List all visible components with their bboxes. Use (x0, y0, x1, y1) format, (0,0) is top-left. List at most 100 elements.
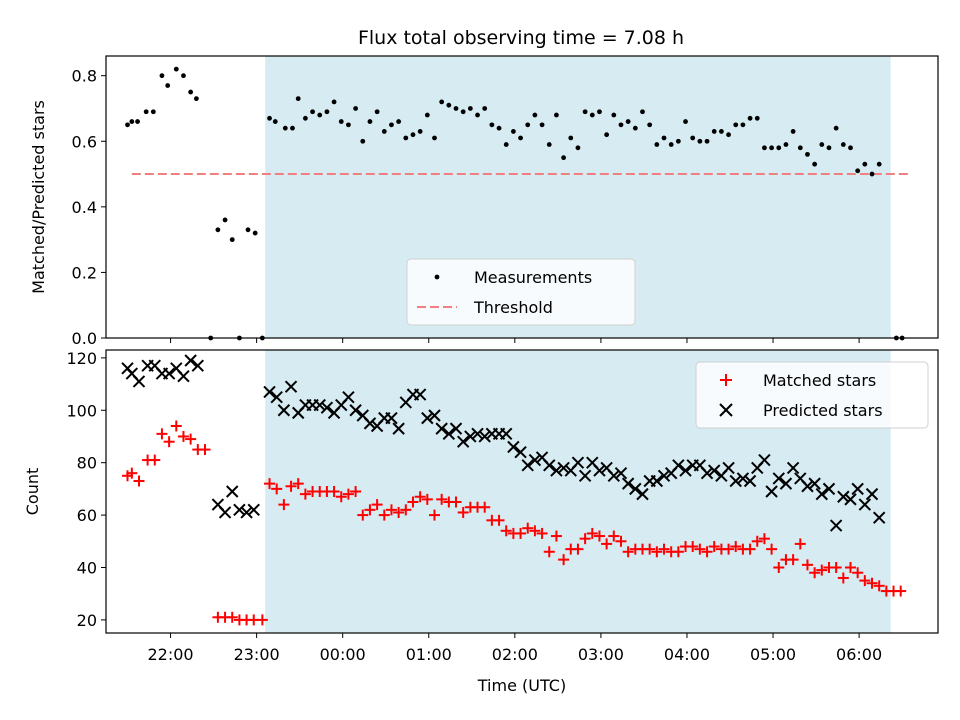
measurement-point (467, 106, 473, 111)
measurement-point (503, 142, 509, 147)
predicted-star-point (743, 474, 757, 488)
x-tick-label: 02:00 (492, 645, 538, 664)
measurement-point (282, 125, 288, 131)
measurement-point (589, 112, 595, 118)
predicted-star-point (829, 519, 843, 532)
predicted-mark-stroke (672, 459, 685, 472)
measurement-point (446, 102, 452, 108)
predicted-mark-stroke (191, 359, 205, 372)
predicted-mark-stroke (478, 430, 491, 443)
measurement-point (654, 142, 660, 147)
predicted-star-point (621, 477, 635, 490)
predicted-mark-stroke (247, 503, 260, 517)
measurement-point (661, 135, 667, 141)
measurement-point (460, 109, 466, 115)
predicted-mark-stroke (743, 474, 757, 488)
predicted-mark-stroke (729, 474, 742, 488)
measurement-point (215, 227, 221, 233)
x-tick-label: 00:00 (320, 645, 366, 664)
predicted-star-point (449, 422, 463, 435)
matched-star-point (350, 486, 362, 497)
measurement-point (272, 119, 278, 124)
predicted-star-point (844, 493, 857, 506)
matched-star-point (687, 541, 699, 553)
predicted-star-point (571, 456, 585, 469)
predicted-star-point (385, 411, 398, 425)
matched-star-point (126, 467, 138, 479)
bottom-y-ticks: 20 40 60 80 100 120 (66, 349, 106, 630)
predicted-star-point (543, 459, 556, 472)
predicted-mark-stroke (872, 511, 886, 524)
matched-star-point (694, 543, 706, 555)
measurement-point (568, 135, 574, 141)
measurement-point (510, 129, 516, 134)
x-tick-label: 23:00 (234, 645, 280, 664)
predicted-mark-stroke (449, 422, 463, 435)
measurement-point (432, 135, 437, 141)
predicted-mark-stroke (284, 380, 298, 393)
measurement-point (331, 99, 337, 105)
y-tick-label: 40 (77, 558, 97, 577)
matched-star-point (177, 430, 189, 442)
legend-measurements-label: Measurements (474, 268, 592, 287)
legend-matched-marker (720, 374, 732, 386)
measurement-point (489, 122, 495, 128)
matched-star-point (479, 501, 491, 513)
predicted-mark-stroke (786, 461, 800, 475)
predicted-mark-stroke (571, 456, 585, 469)
predicted-star-point (765, 485, 778, 498)
measurement-point (252, 230, 258, 236)
predicted-mark-stroke (471, 427, 484, 441)
matched-star-point (801, 559, 813, 571)
predicted-star-point (456, 435, 470, 448)
measurement-point (869, 171, 875, 177)
measurement-point (840, 142, 846, 147)
predicted-star-point (650, 474, 664, 488)
predicted-mark-stroke (829, 519, 843, 532)
predicted-mark-stroke (184, 354, 197, 367)
measurement-point (125, 122, 130, 128)
matched-star-point (328, 486, 340, 497)
predicted-mark-stroke (385, 411, 398, 425)
measurement-point (532, 112, 538, 118)
predicted-mark-stroke (808, 477, 821, 490)
matched-star-point (285, 480, 297, 492)
matched-star-point (335, 491, 347, 503)
matched-star-point (758, 533, 770, 545)
predicted-mark-stroke (132, 375, 146, 388)
measurement-point (381, 129, 387, 134)
measurement-point (762, 145, 767, 151)
measurement-point (561, 155, 566, 161)
predicted-mark-stroke (679, 464, 692, 477)
predicted-star-point (478, 430, 491, 443)
predicted-mark-stroke (621, 477, 635, 490)
matched-star-point (830, 561, 842, 573)
matched-star-point (644, 543, 656, 555)
measurement-point (805, 151, 810, 157)
matched-star-point (500, 525, 512, 537)
measurement-point (754, 115, 760, 121)
matched-star-point (515, 527, 527, 539)
predicted-star-point (277, 404, 291, 417)
measurement-point (740, 122, 746, 128)
matched-star-point (852, 567, 864, 579)
measurement-point (575, 145, 581, 151)
predicted-star-point (808, 477, 821, 490)
matched-star-point (744, 543, 756, 555)
measurement-point (690, 135, 696, 141)
predicted-mark-stroke (722, 461, 735, 475)
top-x-ticks (170, 338, 860, 343)
predicted-mark-stroke (801, 480, 814, 493)
measurement-point (697, 138, 703, 144)
matched-star-point (651, 546, 663, 558)
matched-star-point (622, 546, 634, 558)
matched-star-point (378, 509, 390, 521)
matched-star-point (364, 504, 376, 516)
matched-star-point (751, 535, 763, 547)
predicted-star-point (233, 503, 246, 517)
measurement-point (597, 109, 602, 115)
measurement-point (396, 119, 402, 124)
predicted-star-point (593, 464, 606, 477)
measurement-point (833, 125, 839, 131)
predicted-mark-stroke (442, 427, 456, 441)
